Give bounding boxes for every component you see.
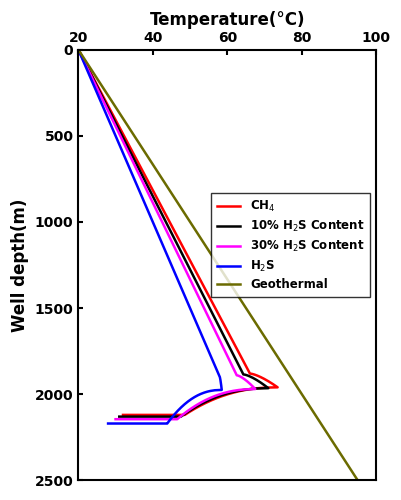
H$_2$S <box>76 46 81 52</box>
10% H$_2$S Content <box>181 254 186 260</box>
H$_2$S <box>168 416 173 422</box>
CH$_4$ <box>120 412 125 418</box>
30% H$_2$S Content <box>113 416 117 422</box>
10% H$_2$S Content <box>168 228 172 234</box>
CH$_4$ <box>203 400 208 406</box>
10% H$_2$S Content <box>184 410 188 416</box>
CH$_4$ <box>171 228 176 234</box>
H$_2$S <box>166 256 170 262</box>
H$_2$S <box>164 420 169 426</box>
30% H$_2$S Content <box>231 366 235 372</box>
H$_2$S <box>214 367 219 373</box>
X-axis label: Temperature(°C): Temperature(°C) <box>149 11 304 29</box>
CH$_4$ <box>124 412 128 418</box>
30% H$_2$S Content <box>164 228 169 234</box>
Line: CH$_4$: CH$_4$ <box>78 50 277 415</box>
10% H$_2$S Content <box>237 366 242 372</box>
H$_2$S <box>105 420 110 426</box>
10% H$_2$S Content <box>117 414 122 420</box>
10% H$_2$S Content <box>76 46 81 52</box>
30% H$_2$S Content <box>76 46 81 52</box>
Line: H$_2$S: H$_2$S <box>78 50 221 424</box>
Y-axis label: Well depth(m): Well depth(m) <box>11 198 29 332</box>
H$_2$S <box>154 229 159 235</box>
10% H$_2$S Content <box>119 414 124 420</box>
CH$_4$ <box>244 364 249 370</box>
H$_2$S <box>108 420 113 426</box>
CH$_4$ <box>182 412 187 418</box>
CH$_4$ <box>188 408 193 414</box>
30% H$_2$S Content <box>116 416 121 422</box>
10% H$_2$S Content <box>198 401 203 407</box>
Line: 10% H$_2$S Content: 10% H$_2$S Content <box>78 50 267 416</box>
30% H$_2$S Content <box>174 416 179 422</box>
30% H$_2$S Content <box>177 255 182 261</box>
CH$_4$ <box>76 46 81 52</box>
CH$_4$ <box>185 254 190 260</box>
30% H$_2$S Content <box>180 412 184 418</box>
H$_2$S <box>177 406 182 411</box>
Line: 30% H$_2$S Content: 30% H$_2$S Content <box>78 50 255 419</box>
10% H$_2$S Content <box>178 414 183 420</box>
Legend: CH$_4$, 10% H$_2$S Content, 30% H$_2$S Content, H$_2$S, Geothermal: CH$_4$, 10% H$_2$S Content, 30% H$_2$S C… <box>211 194 370 298</box>
30% H$_2$S Content <box>192 403 197 409</box>
